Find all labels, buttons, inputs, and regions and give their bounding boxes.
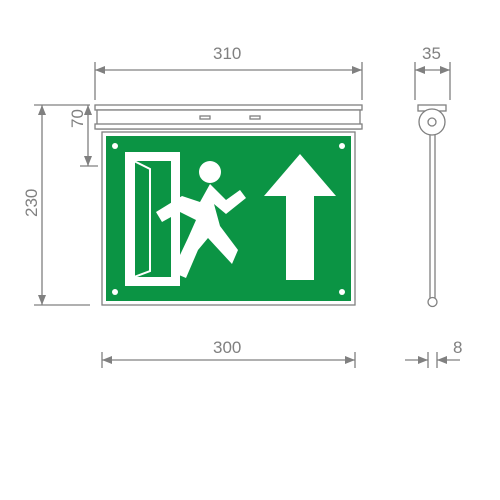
front-view — [95, 105, 362, 305]
side-view — [418, 105, 446, 307]
drawing-canvas — [0, 0, 500, 500]
